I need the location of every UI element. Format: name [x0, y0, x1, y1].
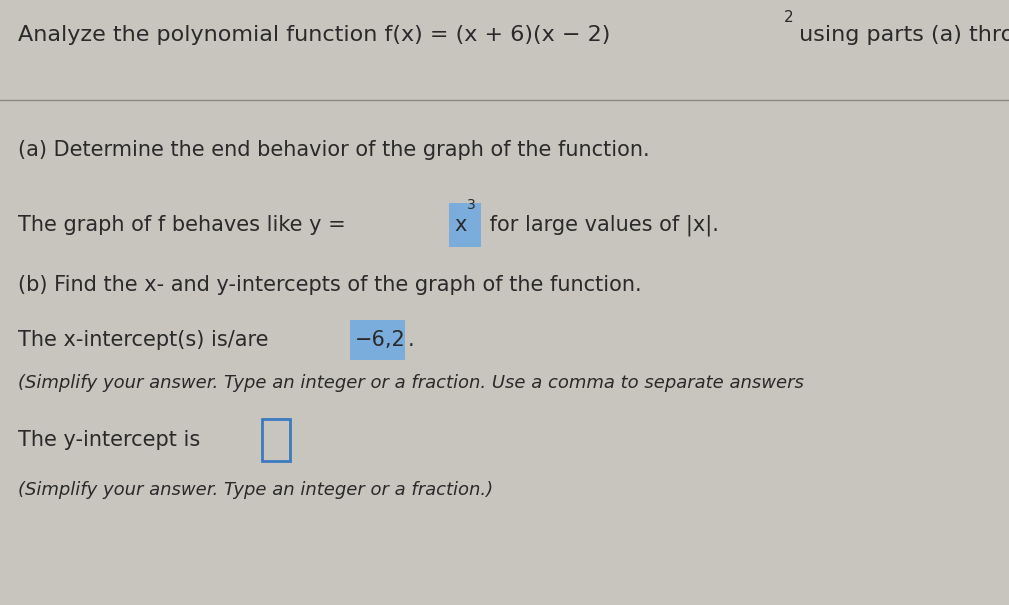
- Text: (Simplify your answer. Type an integer or a fraction.): (Simplify your answer. Type an integer o…: [18, 481, 493, 499]
- Text: The x-intercept(s) is/are: The x-intercept(s) is/are: [18, 330, 275, 350]
- FancyBboxPatch shape: [449, 203, 481, 247]
- Text: 3: 3: [466, 198, 475, 212]
- Text: The y-intercept is: The y-intercept is: [18, 430, 207, 450]
- Text: −6,2: −6,2: [355, 330, 406, 350]
- Text: 2: 2: [784, 10, 794, 24]
- FancyBboxPatch shape: [261, 419, 290, 461]
- Text: .: .: [408, 330, 415, 350]
- Text: The graph of f behaves like y =: The graph of f behaves like y =: [18, 215, 352, 235]
- Text: for large values of |x|.: for large values of |x|.: [483, 214, 719, 236]
- FancyBboxPatch shape: [350, 320, 405, 360]
- Text: using parts (a) through (e).: using parts (a) through (e).: [792, 25, 1009, 45]
- Text: x: x: [454, 215, 467, 235]
- Text: Analyze the polynomial function f(x) = (x + 6)(x − 2): Analyze the polynomial function f(x) = (…: [18, 25, 610, 45]
- Text: (Simplify your answer. Type an integer or a fraction. Use a comma to separate an: (Simplify your answer. Type an integer o…: [18, 374, 804, 392]
- Text: (a) Determine the end behavior of the graph of the function.: (a) Determine the end behavior of the gr…: [18, 140, 650, 160]
- Text: (b) Find the x- and y-intercepts of the graph of the function.: (b) Find the x- and y-intercepts of the …: [18, 275, 642, 295]
